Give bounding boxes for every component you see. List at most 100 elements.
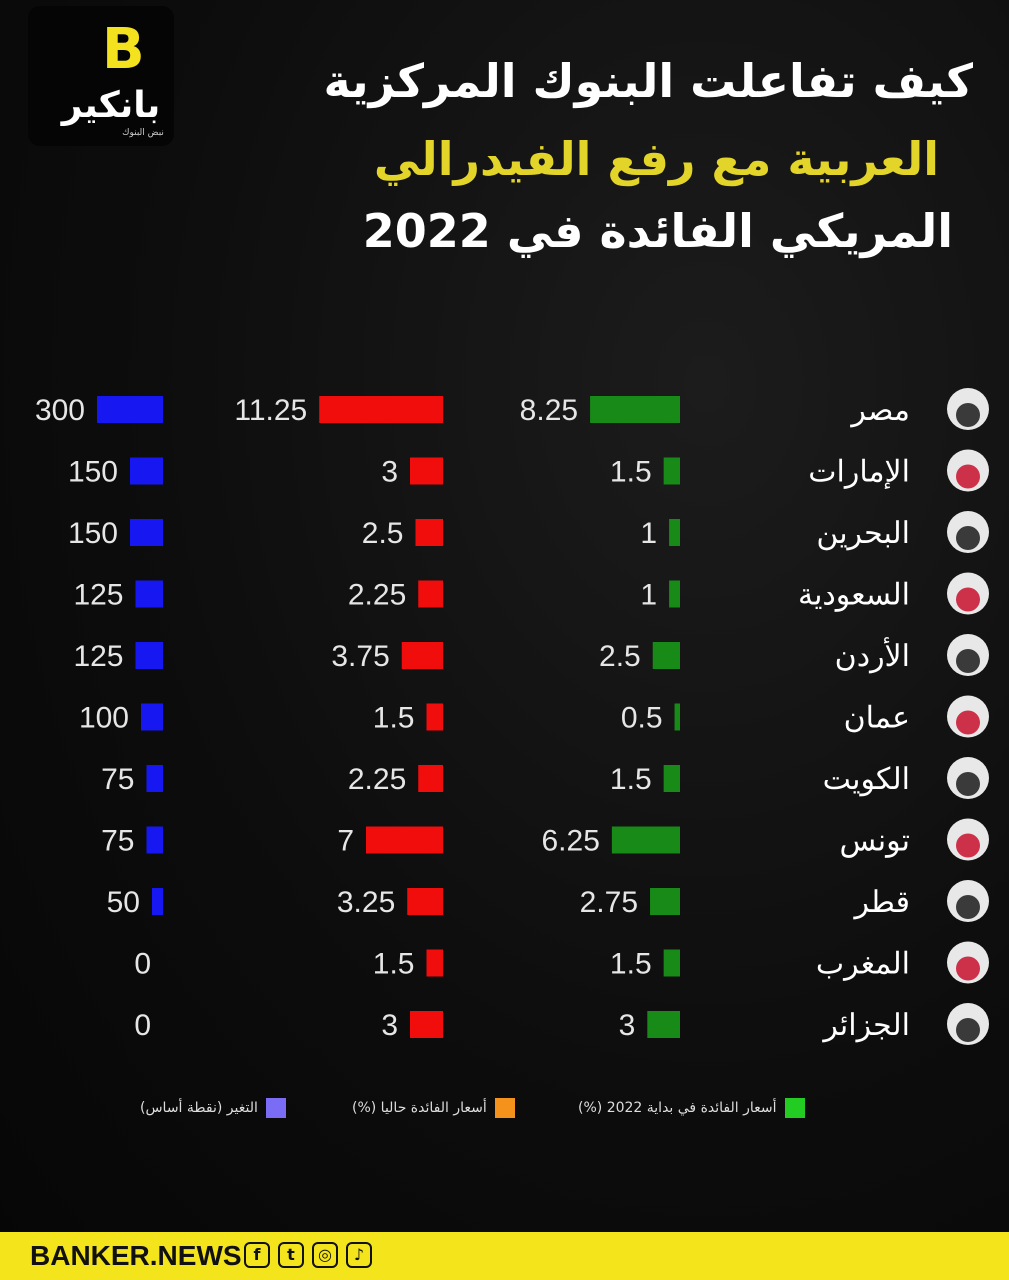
bar-change-3 bbox=[135, 580, 163, 608]
flag-icon-detail-5 bbox=[956, 710, 980, 735]
value-label-start-2: 1 bbox=[640, 517, 657, 550]
bar-current-8 bbox=[407, 888, 443, 915]
bar-start-2 bbox=[669, 519, 680, 546]
value-label-start-4: 2.5 bbox=[599, 640, 641, 673]
bar-current-3 bbox=[418, 580, 443, 608]
bar-start-5 bbox=[674, 703, 680, 731]
bar-current-10 bbox=[410, 1011, 443, 1038]
legend-label-current: أسعار الفائدة حاليا (%) bbox=[352, 1100, 487, 1116]
bar-current-5 bbox=[426, 703, 443, 731]
value-label-current-0: 11.25 bbox=[234, 394, 307, 427]
value-label-change-7: 75 bbox=[101, 825, 134, 858]
flag-icon-detail-2 bbox=[956, 526, 980, 550]
instagram-icon[interactable]: ◎ bbox=[312, 1242, 338, 1268]
country-label-3: السعودية bbox=[798, 579, 910, 613]
bar-start-7 bbox=[611, 826, 680, 854]
title-line-3: المريكي الفائدة في 2022 bbox=[362, 204, 953, 258]
bar-current-9 bbox=[426, 949, 443, 977]
bar-current-4 bbox=[401, 642, 443, 669]
footer-brand[interactable]: BANKER.NEWS bbox=[30, 1240, 242, 1271]
flag-icon-detail-7 bbox=[956, 833, 980, 858]
value-label-change-9: 0 bbox=[134, 948, 151, 981]
flag-icon-detail-1 bbox=[956, 464, 980, 489]
facebook-icon[interactable]: f bbox=[244, 1242, 270, 1268]
value-label-change-1: 150 bbox=[68, 456, 118, 489]
bar-start-0 bbox=[590, 396, 680, 423]
country-label-5: عمان bbox=[844, 702, 910, 735]
legend-swatch-change bbox=[265, 1098, 286, 1118]
flag-icon-detail-3 bbox=[956, 587, 980, 612]
bar-start-8 bbox=[650, 888, 680, 915]
value-label-start-10: 3 bbox=[619, 1009, 636, 1042]
bar-start-10 bbox=[647, 1011, 680, 1038]
country-label-6: الكويت bbox=[823, 763, 910, 797]
footer: BANKER.NEWS f t ◎ ♪ bbox=[0, 1232, 1009, 1280]
value-label-current-8: 3.25 bbox=[337, 886, 395, 919]
legend-item-change: التغير (نقطة أساس) bbox=[140, 1098, 286, 1118]
twitter-icon[interactable]: t bbox=[278, 1242, 304, 1268]
country-label-1: الإمارات bbox=[808, 456, 910, 490]
country-label-10: الجزائر bbox=[821, 1009, 910, 1043]
value-label-change-10: 0 bbox=[134, 1009, 151, 1042]
bar-current-1 bbox=[410, 457, 443, 485]
flag-icon-detail-10 bbox=[956, 1018, 980, 1042]
value-label-current-5: 1.5 bbox=[373, 702, 415, 735]
value-label-change-5: 100 bbox=[79, 702, 129, 735]
value-label-start-8: 2.75 bbox=[580, 886, 638, 919]
title-line-1: كيف تفاعلت البنوك المركزية bbox=[323, 54, 973, 108]
value-label-start-5: 0.5 bbox=[621, 702, 663, 735]
legend-label-start: أسعار الفائدة في بداية 2022 (%) bbox=[578, 1100, 777, 1116]
value-label-start-3: 1 bbox=[640, 579, 657, 612]
country-label-0: مصر bbox=[849, 394, 910, 428]
value-label-start-9: 1.5 bbox=[610, 948, 652, 981]
value-label-start-1: 1.5 bbox=[610, 456, 652, 489]
logo-tagline: نبض البنوك bbox=[122, 128, 164, 138]
logo: B بانكير نبض البنوك bbox=[28, 6, 174, 146]
bar-change-1 bbox=[130, 457, 163, 485]
country-label-4: الأردن bbox=[835, 638, 910, 674]
value-label-change-2: 150 bbox=[68, 517, 118, 550]
country-label-7: تونس bbox=[840, 825, 910, 859]
bar-start-4 bbox=[652, 642, 680, 669]
value-label-current-4: 3.75 bbox=[331, 640, 389, 673]
country-label-9: المغرب bbox=[816, 948, 910, 982]
interest-rate-chart: مصر8.2511.25300الإمارات1.53150البحرين12.… bbox=[35, 388, 989, 1045]
value-label-start-7: 6.25 bbox=[541, 825, 599, 858]
value-label-change-4: 125 bbox=[73, 640, 123, 673]
flag-icon-detail-8 bbox=[956, 895, 980, 919]
bar-start-1 bbox=[663, 457, 680, 485]
bar-change-2 bbox=[130, 519, 163, 546]
legend-swatch-current bbox=[494, 1098, 515, 1118]
bar-change-8 bbox=[152, 888, 163, 915]
bar-current-7 bbox=[366, 826, 443, 854]
logo-mark: B bbox=[102, 17, 145, 82]
value-label-change-3: 125 bbox=[73, 579, 123, 612]
bar-change-0 bbox=[97, 396, 163, 423]
country-label-2: البحرين bbox=[816, 517, 910, 551]
bar-start-3 bbox=[669, 580, 680, 608]
legend-item-current: أسعار الفائدة حاليا (%) bbox=[352, 1098, 515, 1118]
title-line-2: العربية مع رفع الفيدرالي bbox=[373, 132, 939, 186]
bar-start-9 bbox=[663, 949, 680, 977]
value-label-start-6: 1.5 bbox=[610, 763, 652, 796]
value-label-current-10: 3 bbox=[381, 1009, 398, 1042]
legend-item-start: أسعار الفائدة في بداية 2022 (%) bbox=[578, 1098, 805, 1118]
legend-swatch-start bbox=[784, 1098, 805, 1118]
bar-current-2 bbox=[415, 519, 443, 546]
value-label-start-0: 8.25 bbox=[520, 394, 578, 427]
legend-label-change: التغير (نقطة أساس) bbox=[140, 1100, 258, 1116]
value-label-current-3: 2.25 bbox=[348, 579, 406, 612]
logo-text: بانكير bbox=[61, 85, 161, 126]
value-label-current-7: 7 bbox=[337, 825, 354, 858]
bar-current-6 bbox=[418, 765, 443, 792]
value-label-change-8: 50 bbox=[107, 886, 140, 919]
value-label-change-6: 75 bbox=[101, 763, 134, 796]
value-label-current-2: 2.5 bbox=[362, 517, 404, 550]
bar-start-6 bbox=[663, 765, 680, 792]
tiktok-icon[interactable]: ♪ bbox=[346, 1242, 372, 1268]
flag-icon-detail-0 bbox=[956, 403, 980, 427]
flag-icon-detail-9 bbox=[956, 956, 980, 981]
value-label-change-0: 300 bbox=[35, 394, 85, 427]
bar-change-7 bbox=[146, 826, 163, 854]
bar-current-0 bbox=[319, 396, 443, 423]
